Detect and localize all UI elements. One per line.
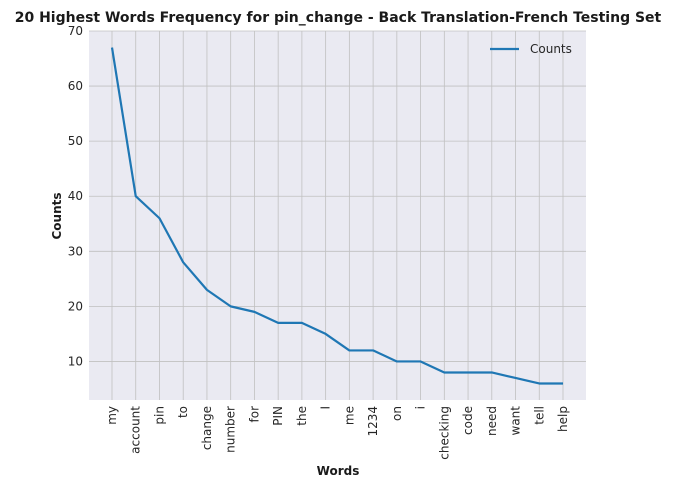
x-gridlines (111, 31, 564, 400)
x-tick-label: 1234 (366, 406, 380, 437)
legend: Counts (490, 42, 572, 56)
x-tick-label: code (461, 406, 475, 435)
x-tick-label: on (390, 406, 404, 421)
data-points (111, 47, 564, 384)
x-tick-label: for (247, 406, 261, 423)
x-tick-label: me (342, 406, 356, 425)
x-tick-label: the (295, 406, 309, 426)
x-tick-label: need (485, 406, 499, 436)
x-tick-label: help (556, 406, 570, 432)
y-tick-label: 70 (68, 24, 83, 38)
x-tick-label: my (105, 406, 119, 425)
y-tick-label: 40 (68, 189, 83, 203)
y-tick-label: 50 (68, 134, 83, 148)
x-axis-label: Words (317, 464, 360, 478)
x-tick-label: change (200, 406, 214, 450)
y-gridlines (89, 30, 586, 362)
x-tick-label: PIN (271, 406, 285, 426)
x-tick-label: tell (532, 406, 546, 425)
chart-title: 20 Highest Words Frequency for pin_chang… (15, 10, 662, 26)
x-tick-label: I (319, 406, 333, 410)
y-tick-label: 20 (68, 299, 83, 313)
x-tick-label: checking (437, 406, 451, 460)
x-tick-label: account (129, 406, 143, 454)
x-tick-label: pin (152, 406, 166, 425)
y-tick-label: 10 (68, 354, 83, 368)
y-axis-label: Counts (50, 192, 64, 239)
x-tick-label: number (224, 406, 238, 453)
x-tick-label: i (414, 406, 428, 409)
plot-area (89, 31, 586, 400)
series-line-counts (110, 47, 563, 385)
x-tick-label: want (509, 406, 523, 436)
x-tick-label: to (176, 406, 190, 418)
y-tick-labels: 10 20 30 40 50 60 70 (68, 24, 83, 368)
y-tick-label: 30 (68, 244, 83, 258)
legend-label-counts: Counts (530, 42, 572, 56)
y-tick-label: 60 (68, 79, 83, 93)
